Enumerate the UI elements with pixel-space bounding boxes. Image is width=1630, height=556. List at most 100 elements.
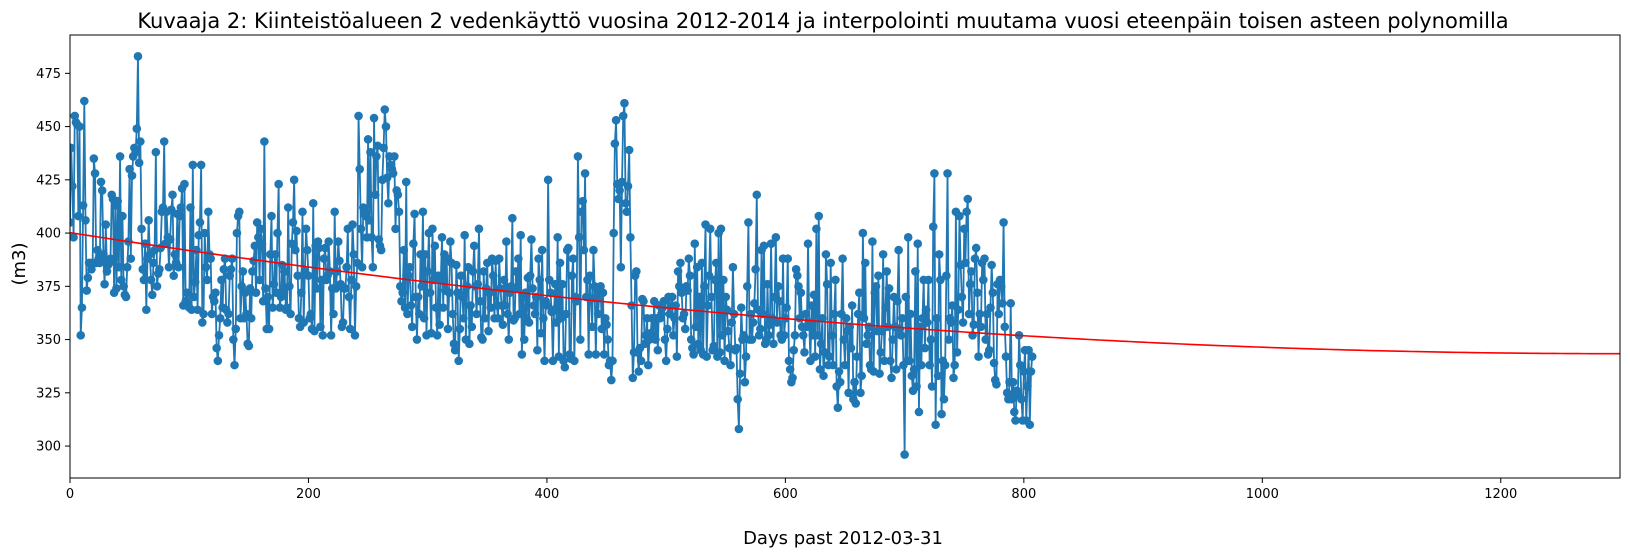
data-point bbox=[100, 279, 109, 289]
data-point bbox=[891, 365, 901, 374]
data-point bbox=[946, 318, 956, 327]
data-point bbox=[268, 303, 277, 312]
data-point bbox=[739, 331, 748, 340]
data-point bbox=[87, 264, 96, 274]
data-point bbox=[384, 198, 393, 208]
data-point bbox=[188, 160, 198, 170]
data-point bbox=[467, 322, 477, 332]
data-point bbox=[254, 233, 263, 242]
data-point bbox=[835, 377, 845, 387]
data-point bbox=[341, 284, 350, 293]
data-point bbox=[614, 194, 623, 204]
data-point bbox=[204, 207, 213, 217]
data-point bbox=[528, 284, 537, 293]
data-point bbox=[448, 309, 458, 319]
data-point bbox=[134, 158, 144, 168]
data-point bbox=[927, 382, 937, 391]
data-point bbox=[999, 218, 1008, 227]
data-point bbox=[472, 309, 481, 319]
data-point bbox=[632, 267, 641, 276]
data-point bbox=[984, 345, 994, 355]
data-point bbox=[443, 324, 453, 334]
data-point bbox=[175, 211, 184, 221]
data-point bbox=[886, 356, 895, 366]
data-point bbox=[512, 284, 522, 293]
data-point bbox=[106, 254, 115, 263]
data-point bbox=[499, 275, 509, 285]
data-point bbox=[914, 407, 924, 417]
y-tick-label: 425 bbox=[36, 173, 61, 188]
data-point bbox=[207, 309, 217, 319]
data-point bbox=[657, 309, 666, 319]
data-point bbox=[96, 177, 106, 187]
data-point bbox=[304, 271, 313, 280]
data-point bbox=[394, 207, 404, 217]
data-point bbox=[225, 271, 235, 280]
data-point bbox=[705, 224, 715, 234]
data-point bbox=[798, 331, 808, 340]
data-point bbox=[366, 147, 375, 157]
data-point bbox=[949, 373, 958, 383]
data-point bbox=[790, 331, 800, 340]
data-point bbox=[139, 275, 149, 285]
data-point bbox=[391, 224, 400, 234]
data-point bbox=[102, 267, 112, 276]
data-point bbox=[627, 301, 636, 310]
data-point bbox=[748, 318, 758, 327]
data-point bbox=[230, 360, 239, 370]
data-point bbox=[568, 254, 578, 263]
data-point bbox=[404, 271, 413, 280]
data-point bbox=[952, 348, 962, 357]
data-point bbox=[686, 335, 696, 344]
data-point bbox=[764, 331, 773, 340]
data-point bbox=[260, 137, 269, 146]
data-point bbox=[771, 233, 781, 242]
data-point bbox=[942, 271, 951, 280]
data-point bbox=[310, 326, 319, 336]
data-point bbox=[747, 335, 757, 344]
data-point bbox=[922, 318, 932, 327]
data-point bbox=[961, 258, 970, 268]
data-point bbox=[119, 282, 128, 291]
data-point bbox=[785, 365, 795, 374]
data-point bbox=[618, 111, 628, 121]
data-point bbox=[283, 203, 293, 212]
data-point bbox=[639, 296, 648, 306]
data-point bbox=[926, 335, 936, 344]
data-point bbox=[537, 245, 547, 255]
data-point bbox=[70, 143, 76, 153]
data-point bbox=[864, 322, 874, 332]
data-point bbox=[937, 409, 946, 419]
data-point bbox=[850, 377, 859, 387]
data-point bbox=[393, 190, 403, 200]
data-point bbox=[719, 275, 728, 285]
data-point bbox=[390, 152, 399, 161]
data-point bbox=[118, 211, 127, 221]
data-point bbox=[913, 239, 923, 249]
data-point bbox=[626, 233, 635, 242]
data-point bbox=[958, 318, 968, 327]
data-point bbox=[553, 233, 562, 242]
data-point bbox=[425, 288, 435, 298]
data-point bbox=[484, 326, 493, 336]
data-point bbox=[273, 228, 282, 238]
data-point bbox=[611, 115, 621, 125]
data-point bbox=[444, 288, 454, 298]
data-point bbox=[398, 288, 407, 298]
data-point bbox=[911, 267, 920, 276]
data-point bbox=[1002, 388, 1012, 398]
data-point bbox=[549, 305, 559, 315]
data-point bbox=[333, 237, 343, 246]
data-point bbox=[1017, 394, 1026, 404]
data-point bbox=[671, 301, 680, 310]
data-point bbox=[1010, 407, 1019, 417]
data-point bbox=[514, 254, 523, 263]
data-point bbox=[264, 324, 274, 334]
data-point bbox=[943, 169, 952, 178]
data-point bbox=[736, 303, 746, 312]
data-point bbox=[587, 322, 597, 332]
data-point bbox=[430, 241, 440, 251]
data-point bbox=[874, 271, 883, 280]
data-point bbox=[868, 237, 877, 246]
data-point bbox=[963, 194, 973, 204]
